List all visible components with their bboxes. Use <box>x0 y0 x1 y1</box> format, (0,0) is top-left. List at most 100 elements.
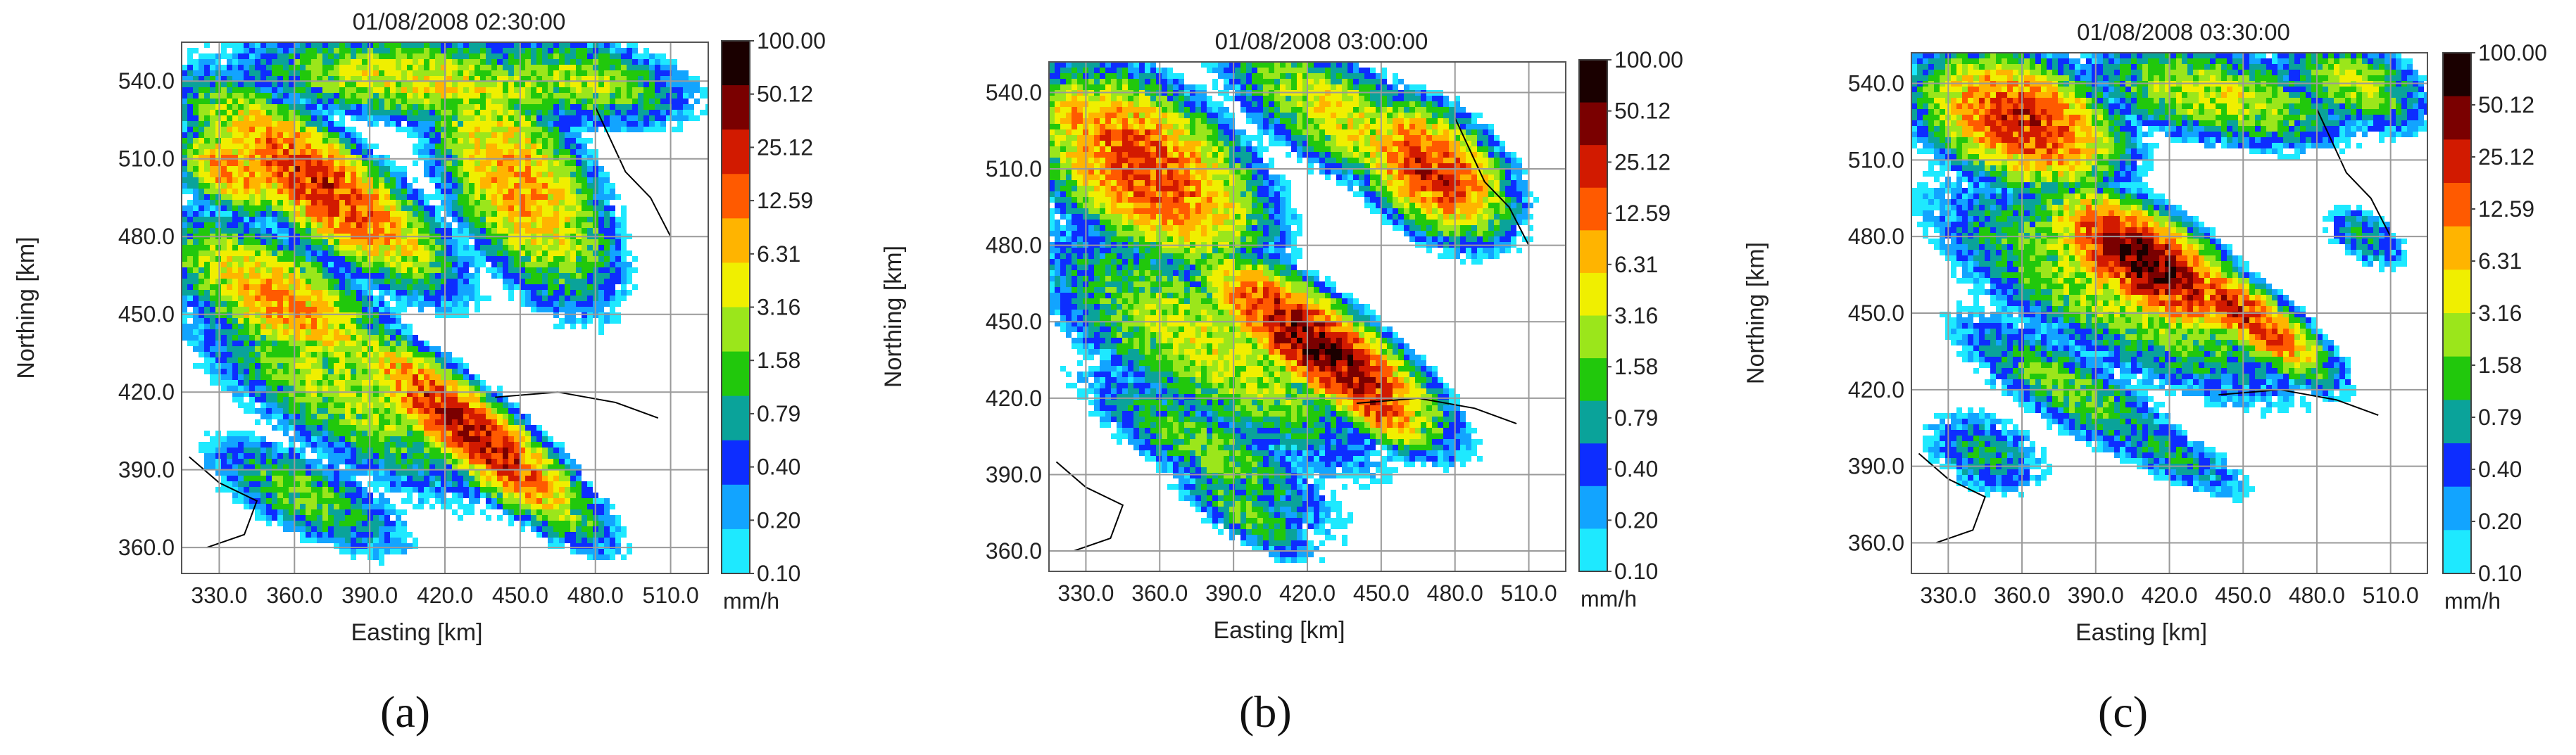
rain-cell <box>582 177 587 183</box>
rain-cell <box>227 222 232 228</box>
rain-cell <box>345 341 351 346</box>
rain-cell <box>435 222 441 228</box>
rain-cell <box>238 155 244 160</box>
rain-cell <box>435 211 441 217</box>
rain-cell <box>266 419 272 425</box>
rain-cell <box>610 307 615 312</box>
rain-cell <box>604 177 610 183</box>
rain-cell <box>418 245 424 250</box>
rain-cell <box>227 436 232 442</box>
rain-cell <box>215 172 221 177</box>
rain-cell <box>345 279 351 284</box>
rain-cell <box>497 138 503 144</box>
rain-cell <box>418 425 424 431</box>
rain-cell <box>339 144 345 149</box>
rain-cell <box>559 172 565 177</box>
rain-cell <box>418 262 424 267</box>
rain-cell <box>475 65 480 70</box>
rain-cell <box>379 363 384 369</box>
rain-cell <box>570 217 576 222</box>
rain-cell <box>480 262 486 267</box>
rain-cell <box>615 194 621 200</box>
rain-cell <box>356 250 362 256</box>
rain-cell <box>452 200 458 205</box>
rain-cell <box>255 59 260 65</box>
rain-cell <box>379 222 384 228</box>
rain-cell <box>199 222 204 228</box>
rain-cell <box>452 194 458 200</box>
rain-cell <box>255 138 260 144</box>
rain-cell <box>260 155 266 160</box>
rain-cell <box>390 65 396 70</box>
rain-cell <box>475 301 480 307</box>
rain-cell <box>587 76 593 82</box>
rain-cell <box>210 82 215 87</box>
rain-cell <box>536 200 542 205</box>
rain-cell <box>379 239 384 245</box>
rain-cell <box>458 245 463 250</box>
rain-cell <box>458 48 463 53</box>
rain-cell <box>598 273 604 279</box>
rain-cell <box>182 273 187 279</box>
rain-cell <box>210 453 215 459</box>
rain-cell <box>610 211 615 217</box>
rain-cell <box>306 324 311 329</box>
rain-cell <box>255 386 260 391</box>
rain-cell <box>469 70 475 76</box>
rain-cell <box>322 312 328 318</box>
rain-cell <box>199 205 204 211</box>
rain-cell <box>300 59 306 65</box>
rain-cell <box>390 357 396 363</box>
rain-cell <box>384 397 390 402</box>
rain-cell <box>497 110 503 115</box>
rain-cell <box>396 239 401 245</box>
rain-cell <box>244 205 249 211</box>
rain-cell <box>441 419 446 425</box>
rain-cell <box>401 284 407 290</box>
rain-cell <box>204 448 210 453</box>
rain-cell <box>322 296 328 301</box>
rain-cell <box>407 239 413 245</box>
rain-cell <box>508 245 514 250</box>
rain-cell <box>266 245 272 250</box>
rain-cell <box>480 436 486 442</box>
rain-cell <box>463 436 469 442</box>
rain-cell <box>469 397 475 402</box>
rain-cell <box>356 262 362 267</box>
rain-cell <box>294 53 300 59</box>
rain-cell <box>187 284 193 290</box>
rain-cell <box>435 127 441 132</box>
rain-cell <box>384 363 390 369</box>
rain-cell <box>553 93 559 99</box>
rain-cell <box>621 217 627 222</box>
rain-cell <box>435 436 441 442</box>
rain-cell <box>401 110 407 115</box>
rain-cell <box>227 205 232 211</box>
rain-cell <box>373 189 379 194</box>
rain-cell <box>683 110 689 115</box>
rain-cell <box>260 335 266 341</box>
rain-cell <box>429 391 435 397</box>
rain-cell <box>193 324 199 329</box>
rain-cell <box>503 115 508 121</box>
rain-cell <box>435 121 441 127</box>
rain-cell <box>508 149 514 155</box>
rain-cell <box>232 132 238 138</box>
rain-cell <box>232 53 238 59</box>
rain-cell <box>362 166 367 172</box>
rain-cell <box>272 76 277 82</box>
rain-cell <box>407 442 413 448</box>
rain-cell <box>672 104 677 110</box>
rain-cell <box>249 76 255 82</box>
rain-cell <box>446 448 452 453</box>
rain-cell <box>283 115 289 121</box>
rain-cell <box>379 352 384 357</box>
rain-cell <box>576 172 582 177</box>
rain-cell <box>215 93 221 99</box>
rain-cell <box>260 121 266 127</box>
rain-cell <box>497 87 503 93</box>
rain-cell <box>379 307 384 312</box>
rain-cell <box>277 127 283 132</box>
rain-cell <box>356 312 362 318</box>
rain-cell <box>311 335 317 341</box>
